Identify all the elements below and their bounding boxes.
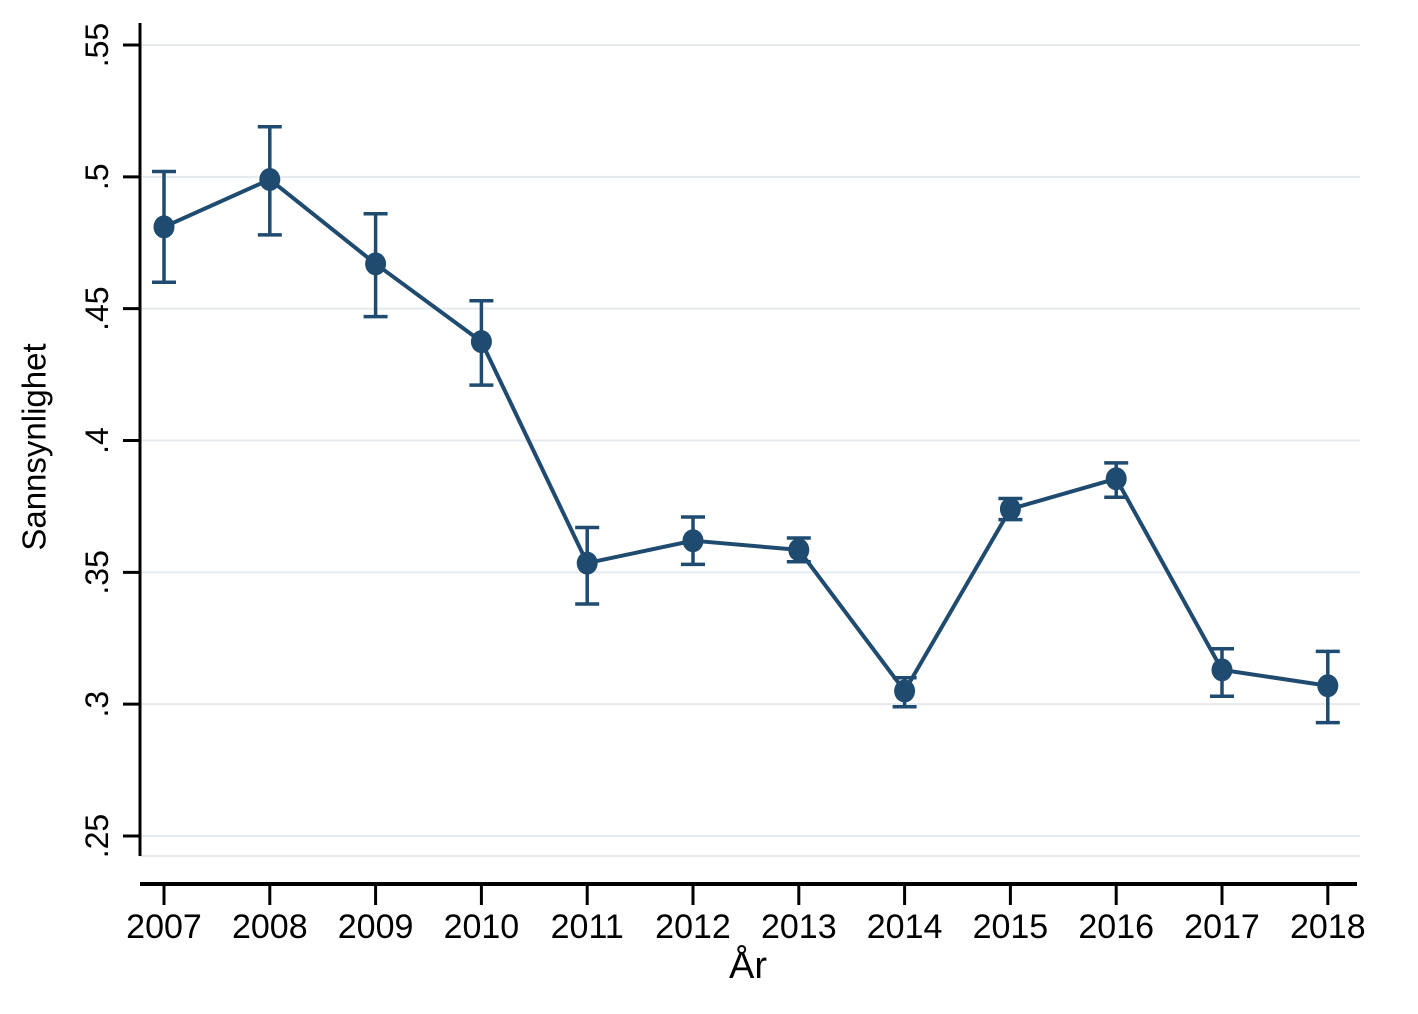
x-tick-label-2011: 2011 xyxy=(551,908,624,946)
data-point-2012 xyxy=(682,529,704,553)
trend-line xyxy=(162,177,1330,693)
data-point-2013 xyxy=(788,538,810,562)
x-tick-label-2014: 2014 xyxy=(867,908,943,946)
y-axis-title: Sannsynlighet xyxy=(15,343,53,551)
data-point-2010 xyxy=(470,330,492,354)
x-tick-label-2013: 2013 xyxy=(761,908,837,946)
y-tick-label: .45 xyxy=(79,286,115,330)
y-tick-label: .3 xyxy=(79,691,115,718)
data-point-2011 xyxy=(576,551,598,575)
x-tick-label-2016: 2016 xyxy=(1078,908,1154,946)
data-point-2018 xyxy=(1317,674,1339,698)
data-point-2008 xyxy=(259,167,281,191)
x-tick-label-2008: 2008 xyxy=(232,908,308,946)
x-tick-label-2015: 2015 xyxy=(973,908,1049,946)
y-tick-label: .55 xyxy=(79,23,115,67)
data-point-2015 xyxy=(999,497,1021,521)
y-tick-label: .5 xyxy=(79,163,115,190)
x-tick-label-2018: 2018 xyxy=(1290,908,1366,946)
x-tick-label-2012: 2012 xyxy=(655,908,731,946)
x-tick-label-2010: 2010 xyxy=(444,908,520,946)
y-tick-label: .35 xyxy=(79,550,115,594)
data-point-2016 xyxy=(1105,467,1127,491)
y-tick-label: .25 xyxy=(79,814,115,858)
data-point-2017 xyxy=(1211,658,1233,682)
x-tick-label-2007: 2007 xyxy=(126,908,202,946)
data-point-2007 xyxy=(153,215,175,239)
data-point-2009 xyxy=(365,252,387,276)
x-axis-title: År xyxy=(729,945,767,987)
x-tick-label-2017: 2017 xyxy=(1184,908,1260,946)
x-tick-label-2009: 2009 xyxy=(338,908,414,946)
data-point-2014 xyxy=(894,679,916,703)
y-tick-label: .4 xyxy=(79,427,115,454)
